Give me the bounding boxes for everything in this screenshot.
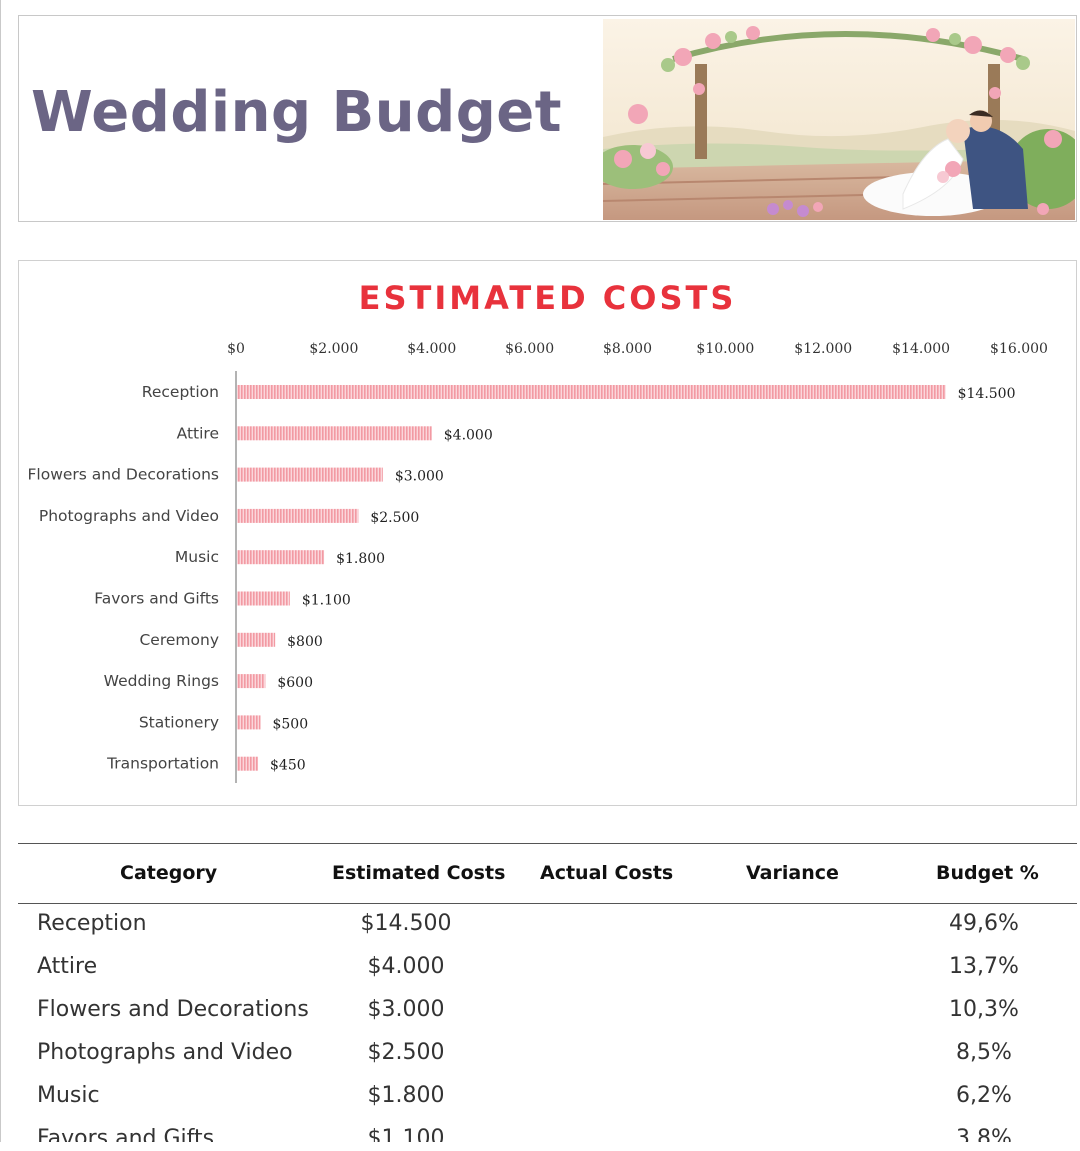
cell-budget-percent: 10,3% (949, 997, 1019, 1022)
x-tick-label: $12.000 (794, 341, 852, 357)
x-tick-label: $0 (227, 341, 245, 357)
bar-value-label: $4.000 (444, 427, 493, 443)
header-banner: Wedding Budget (18, 15, 1077, 222)
bar-value-label: $14.500 (958, 386, 1016, 402)
bar (237, 632, 276, 647)
table-header-rule (18, 903, 1077, 904)
bar (237, 756, 259, 771)
cell-category: Music (37, 1083, 100, 1108)
page-left-border (0, 0, 1, 1149)
page-title: Wedding Budget (31, 80, 563, 145)
bar (237, 674, 266, 689)
bar-value-label: $3.000 (395, 469, 444, 485)
category-label: Ceremony (139, 631, 219, 649)
cell-category: Attire (37, 954, 98, 979)
page-cutoff (0, 1142, 1080, 1149)
column-header-actual: Actual Costs (540, 862, 674, 884)
cell-category: Photographs and Video (37, 1040, 293, 1065)
cell-estimated-cost: $3.000 (367, 997, 445, 1022)
cell-estimated-cost: $4.000 (367, 954, 445, 979)
cell-estimated-cost: $2.500 (367, 1040, 445, 1065)
table-top-rule (18, 843, 1077, 844)
bar-value-label: $450 (270, 758, 306, 774)
cell-budget-percent: 49,6% (949, 911, 1019, 936)
cell-estimated-cost: $14.500 (360, 911, 452, 936)
category-label: Music (175, 548, 219, 566)
x-tick-label: $10.000 (696, 341, 754, 357)
column-header-category: Category (120, 862, 218, 884)
column-header-variance: Variance (746, 862, 839, 884)
bar-value-label: $2.500 (370, 510, 419, 526)
bar (237, 508, 359, 523)
column-header-estimated: Estimated Costs (332, 862, 506, 884)
cell-budget-percent: 13,7% (949, 954, 1019, 979)
bar (237, 385, 946, 399)
bar-value-label: $1.800 (336, 551, 385, 567)
category-label: Attire (177, 424, 219, 442)
category-label: Flowers and Decorations (28, 466, 220, 484)
cell-category: Reception (37, 911, 147, 936)
cell-budget-percent: 6,2% (956, 1083, 1012, 1108)
x-tick-label: $2.000 (309, 341, 358, 357)
bar-value-label: $800 (287, 634, 323, 650)
x-tick-label: $6.000 (505, 341, 554, 357)
x-tick-label: $16.000 (990, 341, 1048, 357)
chart-plot: $0 $2.000 $4.000 $6.000 $8.000 $10.000 $12.000… (28, 341, 1048, 783)
bar-value-label: $600 (277, 675, 313, 691)
x-tick-label: $8.000 (603, 341, 652, 357)
wedding-arch-illustration (603, 19, 1075, 220)
x-tick-label: $14.000 (892, 341, 950, 357)
bar-value-label: $500 (272, 716, 308, 732)
category-label: Stationery (139, 713, 219, 731)
bar (237, 550, 325, 565)
category-label: Wedding Rings (104, 672, 219, 690)
cell-estimated-cost: $1.800 (367, 1083, 445, 1108)
category-label: Reception (142, 383, 219, 401)
x-tick-label: $4.000 (407, 341, 456, 357)
estimated-costs-chart: ESTIMATED COSTS $0 $2.000 $4.000 $6.000 $8.0… (18, 260, 1077, 806)
cell-category: Flowers and Decorations (37, 997, 309, 1022)
category-label: Favors and Gifts (94, 590, 219, 608)
cell-budget-percent: 8,5% (956, 1040, 1012, 1065)
column-header-budget-percent: Budget % (936, 862, 1039, 884)
bar (237, 467, 383, 482)
bar (237, 426, 432, 441)
category-label: Transportation (106, 755, 219, 773)
chart-title: ESTIMATED COSTS (358, 279, 737, 317)
bar-value-label: $1.100 (302, 593, 351, 609)
bar (237, 715, 261, 730)
category-label: Photographs and Video (39, 507, 219, 525)
bar (237, 591, 290, 606)
